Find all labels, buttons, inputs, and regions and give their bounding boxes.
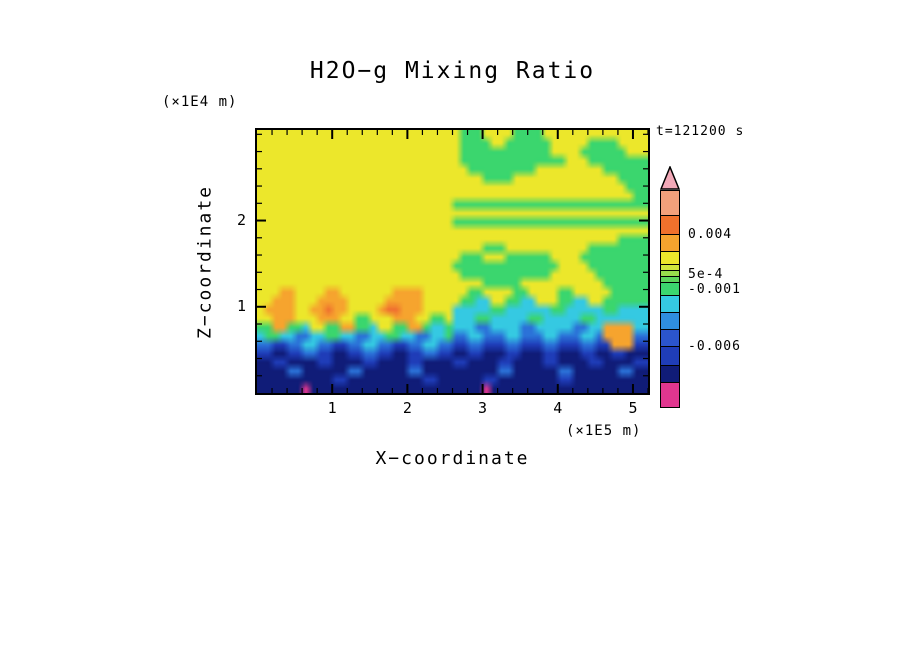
x-tick-label: 5 <box>628 399 638 417</box>
x-tick-label: 4 <box>553 399 563 417</box>
colorbar-segment <box>661 216 679 235</box>
colorbar-segment <box>661 235 679 252</box>
z-axis-unit-label: (×1E4 m) <box>162 94 238 110</box>
x-tick-label: 3 <box>478 399 488 417</box>
colorbar-scale <box>660 190 680 408</box>
z-axis-title: Z−coordinate <box>194 184 216 340</box>
colorbar-level-label: 0.004 <box>688 226 733 242</box>
axis-ticks <box>257 130 648 393</box>
x-axis-unit-label: (×1E5 m) <box>566 423 642 439</box>
colorbar-segment <box>661 330 679 347</box>
x-tick-label: 2 <box>402 399 412 417</box>
colorbar-segment <box>661 191 679 216</box>
x-axis-title: X−coordinate <box>375 448 530 469</box>
colorbar-segment <box>661 252 679 265</box>
colorbar-overflow-arrow-icon <box>660 166 680 190</box>
colorbar-segment <box>661 383 679 407</box>
colorbar-segment <box>661 313 679 330</box>
colorbar-segment <box>661 265 679 271</box>
colorbar: 0.004 5e-4 -0.001 -0.006 <box>660 166 790 408</box>
x-axis-tick-labels: 1 2 3 4 5 <box>257 399 648 419</box>
x-tick-label: 1 <box>327 399 337 417</box>
time-annotation: t=121200 s <box>656 124 745 139</box>
z-tick-label: 1 <box>236 296 246 315</box>
colorbar-segment <box>661 283 679 296</box>
colorbar-segment <box>661 277 679 283</box>
plot-frame <box>255 128 650 395</box>
colorbar-segment <box>661 296 679 313</box>
colorbar-level-label: 5e-4 <box>688 267 724 283</box>
colorbar-segment <box>661 347 679 366</box>
z-tick-label: 2 <box>236 210 246 229</box>
colorbar-level-label: -0.001 <box>688 282 741 298</box>
chart-title: H2O−g Mixing Ratio <box>309 58 596 84</box>
colorbar-segment <box>661 271 679 277</box>
colorbar-segment <box>661 366 679 383</box>
contour-field <box>257 130 648 393</box>
colorbar-level-label: -0.006 <box>688 338 741 354</box>
